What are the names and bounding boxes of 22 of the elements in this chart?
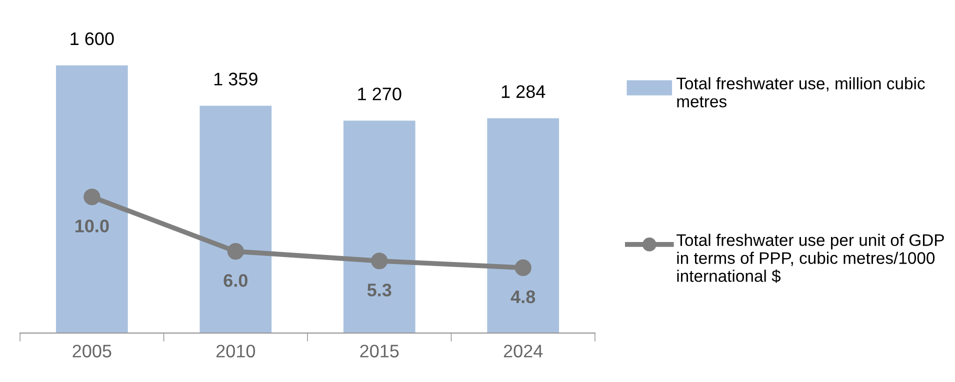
- x-tick-label: 2010: [216, 344, 256, 358]
- x-tick-label: 2015: [360, 344, 399, 358]
- legend-label: Total freshwater use per unit of GDP in terms of PPP, cubic metres/1000 international $: [676, 234, 944, 283]
- x-tick-label: 2024: [504, 344, 543, 358]
- point: [227, 243, 244, 260]
- data-label: 1 284: [502, 85, 546, 98]
- data-label: 5.3: [367, 284, 392, 296]
- x-tick-label: 2005: [72, 344, 112, 358]
- bar: [56, 65, 128, 334]
- data-label: 1 359: [214, 72, 258, 86]
- data-label: 1 270: [358, 88, 402, 100]
- point: [371, 252, 388, 270]
- legend-label: Total freshwater use, million cubic metres: [676, 77, 925, 108]
- point: [84, 188, 100, 206]
- data-label: 10.0: [75, 220, 109, 232]
- point: [514, 259, 532, 276]
- bar: [487, 118, 560, 334]
- data-label: 4.8: [510, 290, 536, 304]
- data-label: 1 600: [70, 32, 114, 46]
- data-label: 6.0: [224, 274, 248, 287]
- bar: [200, 106, 272, 334]
- bar: [343, 120, 416, 334]
